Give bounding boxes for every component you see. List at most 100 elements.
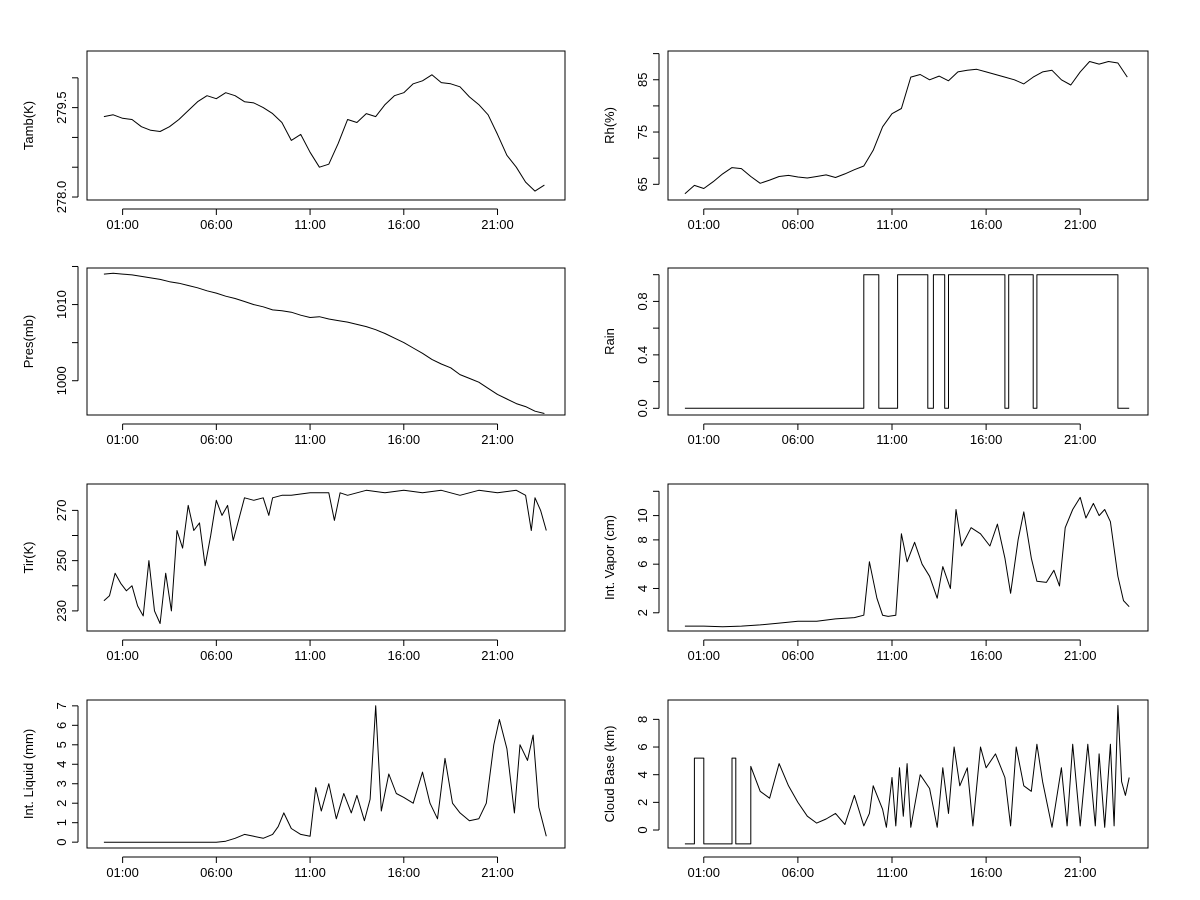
panel-6: 01:00 06:00 11:00 16:00 21:00 2 4 6 8 10 Int. Vapo…	[602, 483, 1149, 663]
y-tick-label: 0	[635, 826, 650, 833]
y-tick-label: 3	[54, 780, 69, 787]
y-tick-label: 75	[635, 125, 650, 139]
x-tick-label: 01:00	[106, 865, 139, 880]
y-axis-title: Rain	[602, 328, 617, 355]
x-tick-label: 21:00	[1064, 432, 1097, 447]
x-tick-label: 16:00	[388, 217, 421, 232]
panel-2: 01:00 06:00 11:00 16:00 21:00 65 75 85 Rh(%)	[602, 50, 1149, 232]
x-tick-label: 11:00	[876, 865, 908, 880]
x-tick-label: 01:00	[687, 432, 720, 447]
series-line	[684, 496, 1130, 628]
panel-4: 01:00 06:00 11:00 16:00 21:00 0.0 0.4 0.8 Rain	[602, 267, 1149, 447]
x-tick-label: 21:00	[1064, 865, 1097, 880]
y-tick-label: 270	[54, 500, 69, 522]
plot-frame	[667, 699, 1149, 849]
series-line	[684, 705, 1130, 845]
x-tick-label: 06:00	[782, 217, 815, 232]
plot-frame	[667, 483, 1149, 632]
x-tick-label: 11:00	[294, 648, 326, 663]
y-tick-label: 278.0	[54, 181, 69, 214]
x-tick-label: 16:00	[388, 432, 421, 447]
y-axis-title: Cloud Base (km)	[602, 726, 617, 823]
x-tick-label: 06:00	[200, 432, 233, 447]
y-tick-label: 0.0	[635, 399, 650, 417]
y-tick-label: 230	[54, 600, 69, 622]
x-tick-label: 06:00	[782, 865, 815, 880]
y-tick-label: 279.5	[54, 91, 69, 124]
series-line	[684, 274, 1130, 409]
x-tick-label: 21:00	[481, 648, 514, 663]
x-tick-label: 16:00	[970, 648, 1003, 663]
y-tick-label: 1010	[54, 290, 69, 319]
x-tick-label: 21:00	[1064, 217, 1097, 232]
series-line	[103, 74, 545, 192]
x-tick-label: 01:00	[687, 217, 720, 232]
plot-frame	[86, 483, 566, 632]
x-tick-label: 21:00	[481, 865, 514, 880]
y-tick-label: 1	[54, 819, 69, 826]
y-axis-title: Tir(K)	[21, 541, 36, 573]
y-tick-label: 4	[54, 761, 69, 768]
x-tick-label: 06:00	[200, 865, 233, 880]
x-tick-label: 16:00	[970, 217, 1003, 232]
y-axis-title: Tamb(K)	[21, 101, 36, 150]
plot-frame	[667, 50, 1149, 201]
y-tick-label: 8	[635, 716, 650, 723]
y-tick-label: 7	[54, 702, 69, 709]
x-tick-label: 11:00	[876, 432, 908, 447]
panel-7: 01:00 06:00 11:00 16:00 21:00 0 1 2 3 4 5 6 7 Int. Li…	[21, 699, 566, 880]
y-tick-label: 2	[635, 799, 650, 806]
y-tick-label: 2	[54, 800, 69, 807]
y-tick-label: 6	[635, 561, 650, 568]
y-tick-label: 8	[635, 536, 650, 543]
y-axis-title: Pres(mb)	[21, 315, 36, 368]
panel-5: 01:00 06:00 11:00 16:00 21:00 230 250 270 Tir(K)	[21, 483, 566, 663]
y-tick-label: 250	[54, 550, 69, 572]
y-tick-label: 2	[635, 609, 650, 616]
y-tick-label: 6	[635, 743, 650, 750]
x-tick-label: 16:00	[388, 865, 421, 880]
y-tick-label: 4	[635, 771, 650, 778]
series-line	[103, 705, 547, 843]
plot-frame	[86, 267, 566, 416]
series-line	[103, 489, 547, 624]
y-tick-label: 65	[635, 177, 650, 191]
x-tick-label: 21:00	[481, 432, 514, 447]
x-tick-label: 06:00	[200, 648, 233, 663]
x-tick-label: 11:00	[294, 217, 326, 232]
y-tick-label: 5	[54, 741, 69, 748]
y-tick-label: 4	[635, 585, 650, 592]
y-tick-label: 1000	[54, 366, 69, 395]
series-line	[103, 272, 545, 414]
x-tick-label: 01:00	[687, 648, 720, 663]
y-tick-label: 0.4	[635, 346, 650, 364]
plot-frame	[86, 50, 566, 201]
x-tick-label: 01:00	[687, 865, 720, 880]
plot-frame	[667, 267, 1149, 416]
y-axis-title: Int. Liquid (mm)	[21, 729, 36, 819]
panel-3: 01:00 06:00 11:00 16:00 21:00 1000 1010 Pres(mb…	[21, 265, 566, 447]
x-tick-label: 01:00	[106, 648, 139, 663]
x-tick-label: 06:00	[782, 432, 815, 447]
y-tick-label: 85	[635, 73, 650, 87]
y-tick-label: 10	[635, 508, 650, 522]
x-tick-label: 01:00	[106, 432, 139, 447]
x-tick-label: 06:00	[782, 648, 815, 663]
x-tick-label: 16:00	[970, 865, 1003, 880]
y-axis-title: Int. Vapor (cm)	[602, 515, 617, 600]
x-tick-label: 11:00	[876, 648, 908, 663]
panel-1: 01:00 06:00 11:00 16:00 21:00 278.0 279.5 Tamb(…	[21, 50, 566, 232]
series-line	[684, 61, 1128, 195]
x-tick-label: 16:00	[388, 648, 421, 663]
x-tick-label: 11:00	[294, 432, 326, 447]
y-tick-label: 0	[54, 839, 69, 846]
panel-8: 01:00 06:00 11:00 16:00 21:00 0 2 4 6 8 Cloud Base…	[602, 699, 1149, 880]
x-tick-label: 21:00	[481, 217, 514, 232]
x-tick-label: 01:00	[106, 217, 139, 232]
x-tick-label: 06:00	[200, 217, 233, 232]
y-tick-label: 6	[54, 722, 69, 729]
x-tick-label: 16:00	[970, 432, 1003, 447]
x-tick-label: 21:00	[1064, 648, 1097, 663]
x-tick-label: 11:00	[294, 865, 326, 880]
y-axis-title: Rh(%)	[602, 107, 617, 144]
